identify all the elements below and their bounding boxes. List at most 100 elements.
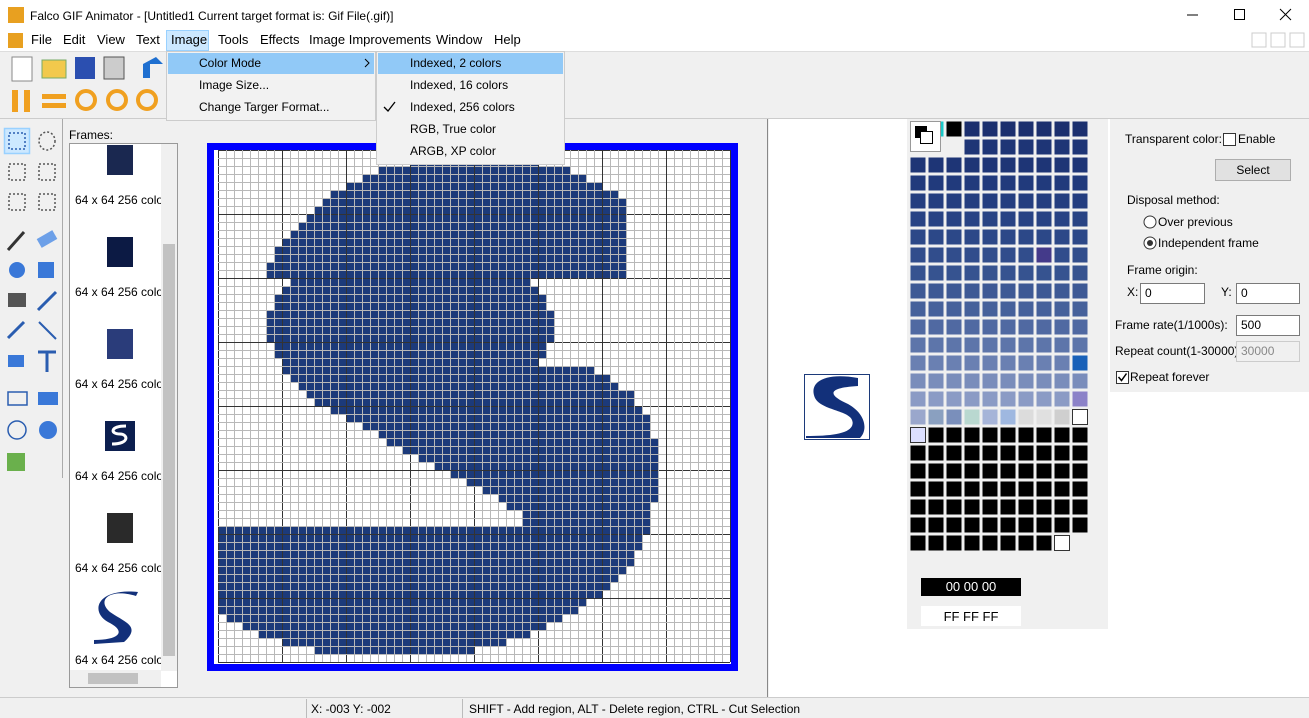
swatch[interactable] bbox=[1054, 391, 1070, 407]
pixel[interactable] bbox=[562, 246, 570, 254]
pixel[interactable] bbox=[498, 254, 506, 262]
pixel[interactable] bbox=[434, 622, 442, 630]
pixel[interactable] bbox=[410, 422, 418, 430]
pixel[interactable] bbox=[346, 190, 354, 198]
pixel[interactable] bbox=[538, 550, 546, 558]
pixel[interactable] bbox=[578, 214, 586, 222]
pixel[interactable] bbox=[370, 206, 378, 214]
pixel[interactable] bbox=[362, 198, 370, 206]
swatch[interactable] bbox=[1036, 517, 1052, 533]
pixel[interactable] bbox=[538, 494, 546, 502]
pixel[interactable] bbox=[578, 590, 586, 598]
pixel[interactable] bbox=[258, 630, 266, 638]
pixel[interactable] bbox=[298, 334, 306, 342]
pixel[interactable] bbox=[586, 406, 594, 414]
pixel[interactable] bbox=[562, 438, 570, 446]
pixel[interactable] bbox=[346, 294, 354, 302]
swatch[interactable] bbox=[1072, 373, 1088, 389]
pixel[interactable] bbox=[274, 622, 282, 630]
pixel[interactable] bbox=[442, 198, 450, 206]
swatch[interactable] bbox=[1054, 211, 1070, 227]
pixel[interactable] bbox=[346, 630, 354, 638]
pixel[interactable] bbox=[394, 278, 402, 286]
swatch[interactable] bbox=[964, 121, 980, 137]
pixel[interactable] bbox=[570, 582, 578, 590]
pixel[interactable] bbox=[498, 302, 506, 310]
pixel[interactable] bbox=[578, 422, 586, 430]
pixel[interactable] bbox=[434, 438, 442, 446]
pixel[interactable] bbox=[418, 422, 426, 430]
pixel[interactable] bbox=[618, 438, 626, 446]
pixel[interactable] bbox=[378, 206, 386, 214]
pixel[interactable] bbox=[346, 342, 354, 350]
pixel[interactable] bbox=[314, 358, 322, 366]
pixel[interactable] bbox=[546, 462, 554, 470]
pixel[interactable] bbox=[434, 214, 442, 222]
pixel[interactable] bbox=[354, 534, 362, 542]
pixel[interactable] bbox=[282, 350, 290, 358]
pixel[interactable] bbox=[586, 182, 594, 190]
pixel[interactable] bbox=[314, 534, 322, 542]
pixel[interactable] bbox=[594, 510, 602, 518]
pixel[interactable] bbox=[634, 430, 642, 438]
pixel[interactable] bbox=[282, 294, 290, 302]
swatch[interactable] bbox=[964, 355, 980, 371]
pixel[interactable] bbox=[410, 230, 418, 238]
mdi-close[interactable] bbox=[1289, 32, 1305, 48]
pixel[interactable] bbox=[514, 630, 522, 638]
pixel[interactable] bbox=[538, 510, 546, 518]
pixel[interactable] bbox=[418, 262, 426, 270]
pixel[interactable] bbox=[242, 566, 250, 574]
swatch[interactable] bbox=[928, 463, 944, 479]
pixel[interactable] bbox=[546, 542, 554, 550]
pixel[interactable] bbox=[346, 366, 354, 374]
pixel[interactable] bbox=[410, 166, 418, 174]
pixel[interactable] bbox=[474, 246, 482, 254]
pixel[interactable] bbox=[362, 646, 370, 654]
pixel[interactable] bbox=[554, 406, 562, 414]
pixel[interactable] bbox=[650, 462, 658, 470]
pixel[interactable] bbox=[474, 294, 482, 302]
pixel[interactable] bbox=[362, 238, 370, 246]
swatch[interactable] bbox=[1018, 175, 1034, 191]
tool-spray[interactable] bbox=[38, 262, 54, 278]
pixel[interactable] bbox=[370, 222, 378, 230]
pixel[interactable] bbox=[458, 558, 466, 566]
pixel[interactable] bbox=[578, 430, 586, 438]
pixel[interactable] bbox=[306, 622, 314, 630]
swatch[interactable] bbox=[910, 247, 926, 263]
pixel[interactable] bbox=[386, 606, 394, 614]
pixel[interactable] bbox=[554, 614, 562, 622]
pixel[interactable] bbox=[434, 334, 442, 342]
pixel[interactable] bbox=[426, 310, 434, 318]
swatch[interactable] bbox=[1018, 211, 1034, 227]
pixel[interactable] bbox=[258, 582, 266, 590]
pixel[interactable] bbox=[306, 598, 314, 606]
pixel[interactable] bbox=[602, 438, 610, 446]
pixel[interactable] bbox=[314, 270, 322, 278]
pixel[interactable] bbox=[562, 174, 570, 182]
pixel[interactable] bbox=[498, 630, 506, 638]
pixel[interactable] bbox=[450, 590, 458, 598]
pixel[interactable] bbox=[562, 446, 570, 454]
pixel[interactable] bbox=[450, 190, 458, 198]
swatch[interactable] bbox=[1000, 463, 1016, 479]
pixel[interactable] bbox=[306, 366, 314, 374]
pixel[interactable] bbox=[338, 294, 346, 302]
rate-input[interactable]: 500 bbox=[1236, 315, 1300, 336]
pixel[interactable] bbox=[570, 390, 578, 398]
pixel[interactable] bbox=[578, 438, 586, 446]
pixel[interactable] bbox=[442, 598, 450, 606]
pixel[interactable] bbox=[634, 518, 642, 526]
pixel[interactable] bbox=[450, 558, 458, 566]
pixel[interactable] bbox=[522, 278, 530, 286]
pixel[interactable] bbox=[394, 310, 402, 318]
pixel[interactable] bbox=[530, 582, 538, 590]
pixel[interactable] bbox=[330, 630, 338, 638]
pixel[interactable] bbox=[442, 302, 450, 310]
pixel[interactable] bbox=[474, 214, 482, 222]
pixel[interactable] bbox=[474, 430, 482, 438]
pixel[interactable] bbox=[522, 542, 530, 550]
pixel[interactable] bbox=[442, 358, 450, 366]
pixel[interactable] bbox=[370, 542, 378, 550]
